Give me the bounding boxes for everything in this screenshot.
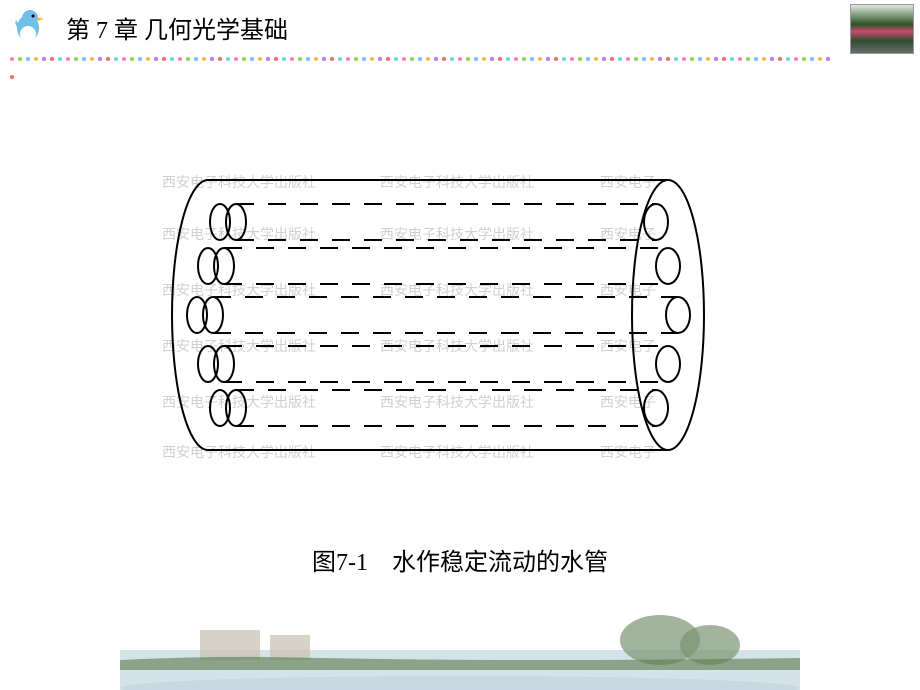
figure-caption: 图7-1 水作稳定流动的水管: [0, 542, 920, 577]
cylinder-diagram: [148, 160, 728, 480]
bird-icon: [8, 4, 50, 46]
footer-landscape: [120, 610, 800, 690]
chapter-title: 第 7 章 几何光学基础: [66, 10, 288, 45]
decorative-dotted-line: [10, 48, 840, 52]
photo-thumbnail: [850, 4, 914, 54]
page-header: 第 7 章 几何光学基础: [0, 0, 920, 60]
